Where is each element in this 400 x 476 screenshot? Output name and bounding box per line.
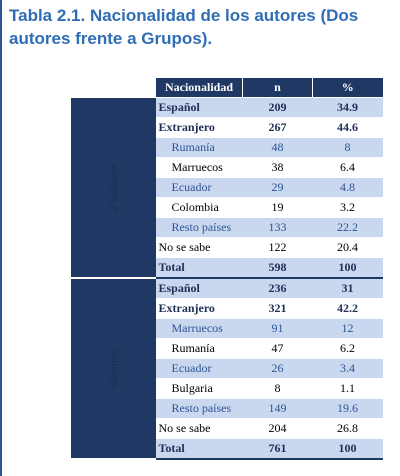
cell: Total — [155, 257, 243, 279]
cell: 29 — [242, 177, 313, 198]
cell: Extranjero — [155, 117, 243, 138]
cell: 133 — [242, 217, 313, 238]
cell: 42.2 — [312, 298, 383, 319]
cell: No se sabe — [155, 237, 243, 258]
table-row: Bulgaria 8 1.1 — [71, 378, 383, 399]
table-row: Rumanía 47 6.2 — [71, 338, 383, 359]
cell: 6.4 — [312, 157, 383, 178]
header-cell: % — [312, 78, 383, 98]
header-cell: n — [242, 78, 313, 98]
cell: 31 — [312, 278, 383, 299]
cell: Rumanía — [155, 137, 243, 158]
cell: Colombia — [155, 197, 243, 218]
left-border — [0, 0, 2, 476]
cell: 204 — [242, 418, 313, 439]
cell: Resto países — [155, 217, 243, 238]
cell: Extranjero — [155, 298, 243, 319]
table-row: No se sabe 122 20.4 — [71, 237, 383, 258]
cell: 1.1 — [312, 378, 383, 399]
cell: Ecuador — [155, 177, 243, 198]
cell: 47 — [242, 338, 313, 359]
table-row: Total 598 100 — [71, 257, 383, 279]
cell: 598 — [242, 257, 313, 279]
cell: 8 — [312, 137, 383, 158]
table-row: Colombia 19 3.2 — [71, 197, 383, 218]
header-row: Nacionalidad n% — [70, 78, 383, 98]
cell: 149 — [242, 398, 313, 419]
cell: 20.4 — [312, 237, 383, 258]
cell: 26 — [242, 358, 313, 379]
cell: 4.8 — [312, 177, 383, 198]
table-row: Marruecos 91 12 — [71, 318, 383, 339]
cell: 22.2 — [312, 217, 383, 238]
header-cell: Nacionalidad — [155, 78, 243, 98]
cell: No se sabe — [155, 418, 243, 439]
cell: 3.2 — [312, 197, 383, 218]
table-row: Rumanía 48 8 — [71, 137, 383, 158]
table-row: Resto países 133 22.2 — [71, 217, 383, 238]
table-row: No se sabe 204 26.8 — [71, 418, 383, 439]
cell: Ecuador — [155, 358, 243, 379]
blank-header — [70, 78, 156, 98]
cell: 91 — [242, 318, 313, 339]
group-label: Grupos — [105, 349, 120, 388]
cell: 48 — [242, 137, 313, 158]
cell: 100 — [312, 257, 383, 279]
cell: Rumanía — [155, 338, 243, 359]
group-label-cell: Grupos — [70, 278, 156, 460]
cell: 3.4 — [312, 358, 383, 379]
cell: Total — [155, 438, 243, 460]
table-row: Ecuador 29 4.8 — [71, 177, 383, 198]
cell: 26.8 — [312, 418, 383, 439]
cell: 6.2 — [312, 338, 383, 359]
nationality-table: Nacionalidad n% 2 autores Español 209 34.9 Ex… — [70, 78, 383, 460]
group-label-cell: 2 autores — [70, 97, 156, 279]
cell: Bulgaria — [155, 378, 243, 399]
table-row: Extranjero 267 44.6 — [71, 117, 383, 138]
cell: 321 — [242, 298, 313, 319]
cell: 236 — [242, 278, 313, 299]
table-row: Ecuador 26 3.4 — [71, 358, 383, 379]
cell: Marruecos — [155, 318, 243, 339]
cell: 267 — [242, 117, 313, 138]
table-row: Marruecos 38 6.4 — [71, 157, 383, 178]
cell: Resto países — [155, 398, 243, 419]
table-row: 2 autores Español 209 34.9 — [70, 97, 383, 279]
cell: 19.6 — [312, 398, 383, 419]
table-row: Total 761 100 — [71, 438, 383, 460]
table-body: 2 autores Español 209 34.9 Extranjero 267 44.6… — [70, 97, 383, 460]
cell: 122 — [242, 237, 313, 258]
group-label: 2 autores — [105, 164, 120, 211]
cell: 761 — [242, 438, 313, 460]
cell: 34.9 — [312, 97, 383, 118]
cell: 19 — [242, 197, 313, 218]
cell: Español — [155, 97, 243, 118]
table-row: Grupos Español 236 31 — [70, 278, 383, 460]
cell: Marruecos — [155, 157, 243, 178]
cell: Español — [155, 278, 243, 299]
table-row: Resto países 149 19.6 — [71, 398, 383, 419]
cell: 8 — [242, 378, 313, 399]
cell: 12 — [312, 318, 383, 339]
table-row: Extranjero 321 42.2 — [71, 298, 383, 319]
cell: 209 — [242, 97, 313, 118]
table-title: Tabla 2.1. Nacionalidad de los autores (… — [9, 6, 359, 48]
cell: 100 — [312, 438, 383, 460]
cell: 38 — [242, 157, 313, 178]
cell: 44.6 — [312, 117, 383, 138]
